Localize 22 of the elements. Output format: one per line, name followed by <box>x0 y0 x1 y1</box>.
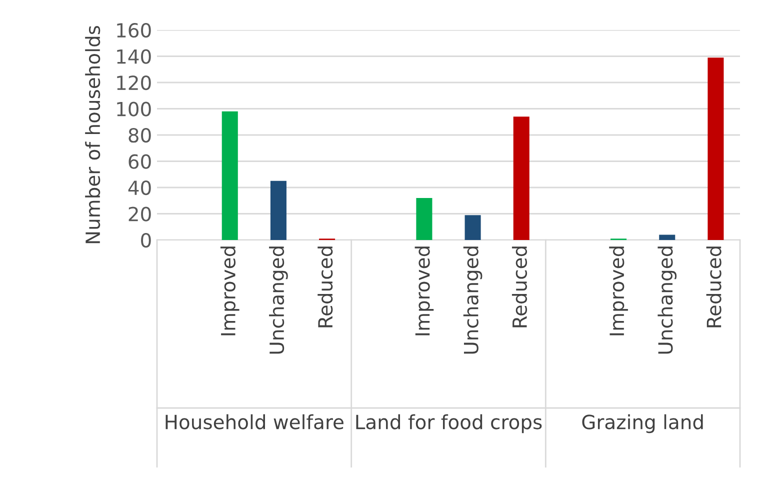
x-tick-label: Reduced <box>512 246 528 328</box>
x-tick-label: Unchanged <box>658 246 677 354</box>
y-tick-label: 120 <box>117 75 151 90</box>
y-axis-title: Number of households <box>85 26 100 244</box>
x-tick-label: Unchanged <box>463 246 482 354</box>
y-tick-label: 160 <box>117 22 151 38</box>
x-tick-label: Unchanged <box>269 246 288 354</box>
y-tick-label: 20 <box>128 206 151 222</box>
text: Grazing land <box>582 414 703 434</box>
x-tick-label: Reduced <box>706 246 722 328</box>
y-tick-label: 80 <box>128 128 151 143</box>
x-tick-label: Improved <box>220 246 240 336</box>
y-tick-label: 60 <box>128 154 151 169</box>
y-tick-label: 0 <box>141 232 151 248</box>
x-tick-label: Improved <box>609 246 628 336</box>
text: Household welfare <box>166 414 344 430</box>
y-tick-label: 40 <box>128 180 151 196</box>
y-tick-label: 140 <box>117 49 151 64</box>
x-tick-label: Reduced <box>318 246 333 328</box>
x-tick-label: Improved <box>414 246 434 336</box>
text: Land for food crops <box>356 414 542 434</box>
y-tick-label: 100 <box>117 102 151 116</box>
